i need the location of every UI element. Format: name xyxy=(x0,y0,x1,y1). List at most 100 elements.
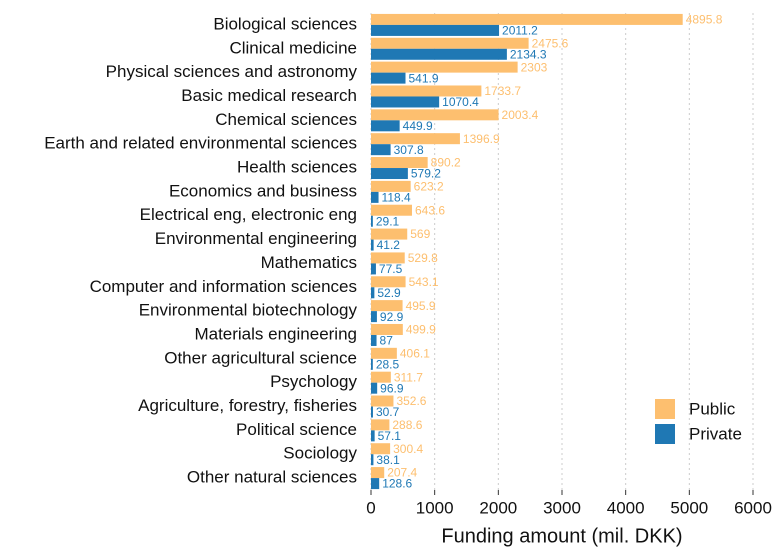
bar xyxy=(371,24,500,36)
legend-swatch xyxy=(655,424,675,444)
bar xyxy=(371,109,499,121)
bar xyxy=(371,48,507,60)
bar xyxy=(371,276,406,288)
y-tick-label: Computer and information sciences xyxy=(90,277,357,296)
y-tick-label: Economics and business xyxy=(169,181,357,200)
value-label: 41.2 xyxy=(377,238,401,252)
value-label: 543.1 xyxy=(409,275,439,289)
x-tick-label: 0 xyxy=(366,498,375,517)
bar xyxy=(371,120,400,132)
y-tick-label: Environmental biotechnology xyxy=(139,301,358,320)
bar xyxy=(371,144,391,156)
value-label: 30.7 xyxy=(376,405,400,419)
bar xyxy=(371,157,428,169)
value-label: 92.9 xyxy=(380,310,404,324)
legend-label: Public xyxy=(689,399,736,418)
y-tick-label: Environmental engineering xyxy=(155,229,357,248)
x-tick-label: 4000 xyxy=(607,498,645,517)
x-tick-label: 5000 xyxy=(670,498,708,517)
value-label: 623.2 xyxy=(414,180,444,194)
bar xyxy=(371,382,378,394)
bar xyxy=(371,37,529,49)
bar xyxy=(371,334,377,346)
y-tick-label: Health sciences xyxy=(237,158,357,177)
y-tick-label: Biological sciences xyxy=(213,14,357,33)
x-tick-label: 3000 xyxy=(543,498,581,517)
bar xyxy=(371,443,391,455)
value-label: 1733.7 xyxy=(484,84,521,98)
value-label: 2003.4 xyxy=(502,108,539,122)
bar xyxy=(371,168,408,180)
value-label: 307.8 xyxy=(394,143,424,157)
bar xyxy=(371,430,375,442)
value-label: 300.4 xyxy=(393,442,423,456)
value-label: 96.9 xyxy=(380,381,404,395)
y-tick-label: Other agricultural science xyxy=(164,348,357,367)
value-label: 57.1 xyxy=(378,429,402,443)
value-label: 28.5 xyxy=(376,357,400,371)
value-label: 499.9 xyxy=(406,323,436,337)
value-label: 128.6 xyxy=(382,477,412,491)
value-label: 29.1 xyxy=(376,214,400,228)
bar xyxy=(371,467,385,479)
y-tick-label: Agriculture, forestry, fisheries xyxy=(138,396,357,415)
y-tick-label: Political science xyxy=(236,420,357,439)
value-label: 643.6 xyxy=(415,203,445,217)
value-label: 2011.2 xyxy=(502,24,538,38)
x-tick-label: 2000 xyxy=(479,498,517,517)
value-label: 579.2 xyxy=(411,167,441,181)
x-tick-label: 1000 xyxy=(416,498,454,517)
y-tick-label: Materials engineering xyxy=(194,324,357,343)
value-label: 2475.6 xyxy=(532,36,569,50)
bar xyxy=(371,215,373,227)
bar xyxy=(371,263,376,275)
value-label: 352.6 xyxy=(396,394,426,408)
value-label: 541.9 xyxy=(409,71,439,85)
bar xyxy=(371,133,460,145)
value-label: 87 xyxy=(380,334,394,348)
y-tick-label: Sociology xyxy=(283,444,357,463)
y-tick-label: Earth and related environmental sciences xyxy=(44,134,357,153)
value-label: 288.6 xyxy=(392,418,422,432)
value-label: 118.4 xyxy=(382,191,411,205)
bar xyxy=(371,72,406,84)
bar xyxy=(371,13,683,25)
y-tick-label: Clinical medicine xyxy=(229,38,357,57)
x-tick-label: 6000 xyxy=(734,498,772,517)
y-tick-label: Electrical eng, electronic eng xyxy=(140,205,357,224)
value-label: 406.1 xyxy=(400,346,430,360)
value-label: 4895.8 xyxy=(686,13,723,27)
bar xyxy=(371,191,379,203)
value-label: 890.2 xyxy=(431,156,461,170)
bar xyxy=(371,323,403,335)
value-label: 2303 xyxy=(521,60,548,74)
bar xyxy=(371,406,373,418)
bar xyxy=(371,300,403,312)
value-label: 38.1 xyxy=(376,453,400,467)
bar xyxy=(371,419,390,431)
value-label: 2134.3 xyxy=(510,47,547,61)
bar xyxy=(371,311,377,323)
bar xyxy=(371,454,374,466)
bar xyxy=(371,358,373,370)
x-axis-title: Funding amount (mil. DKK) xyxy=(441,525,682,547)
value-label: 449.9 xyxy=(403,119,433,133)
bar xyxy=(371,478,380,490)
value-label: 569 xyxy=(410,227,430,241)
value-label: 529.8 xyxy=(408,251,438,265)
bar xyxy=(371,239,374,251)
y-tick-label: Physical sciences and astronomy xyxy=(106,62,358,81)
value-label: 77.5 xyxy=(379,262,403,276)
y-tick-label: Psychology xyxy=(270,372,357,391)
value-label: 495.9 xyxy=(406,299,436,313)
bar xyxy=(371,96,440,108)
bar xyxy=(371,61,518,73)
bar xyxy=(371,204,412,216)
legend-label: Private xyxy=(689,424,742,443)
bar xyxy=(371,287,375,299)
bar xyxy=(371,85,482,97)
y-tick-label: Basic medical research xyxy=(181,86,357,105)
bar xyxy=(371,371,391,383)
value-label: 311.7 xyxy=(394,370,423,384)
